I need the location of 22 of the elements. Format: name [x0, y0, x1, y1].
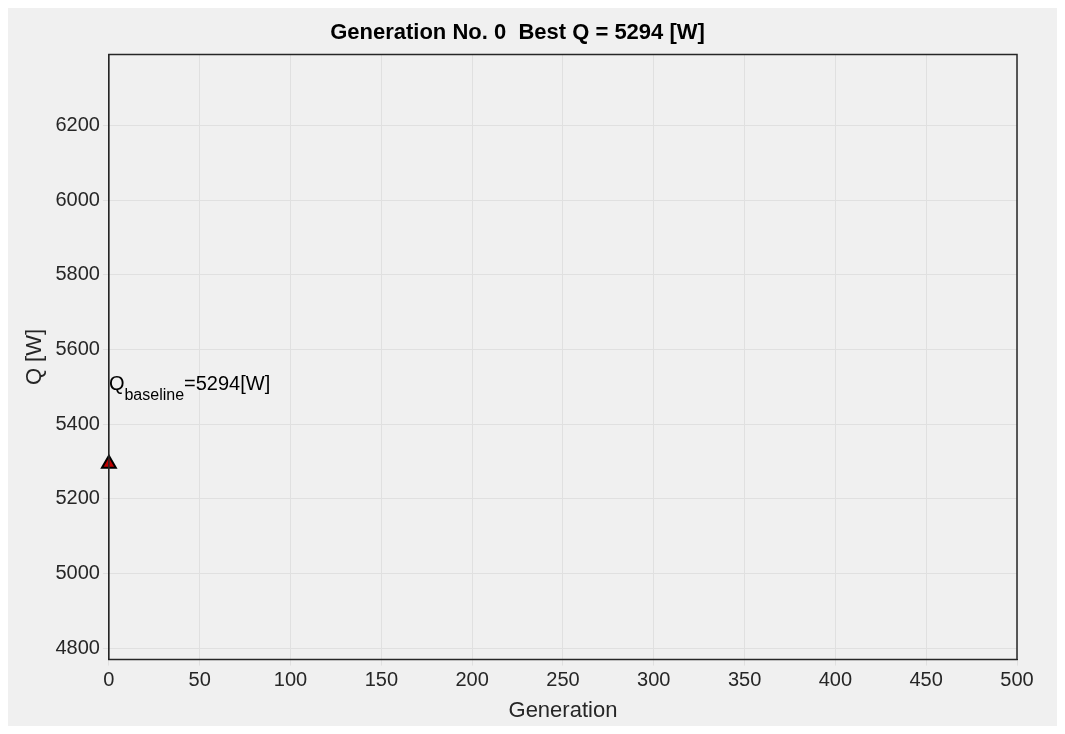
y-tick-label: 5200: [55, 486, 100, 509]
x-tick-label: 250: [546, 668, 580, 691]
x-tick-label: 350: [727, 668, 762, 691]
x-tick-label: 0: [103, 668, 115, 691]
x-tick-label: 300: [637, 668, 671, 691]
y-axis-title: Q [W]: [21, 328, 47, 386]
x-tick-label: 200: [455, 668, 489, 691]
x-tick-label: 450: [909, 668, 943, 691]
x-axis-title: Generation: [508, 696, 618, 722]
x-tick-label: 400: [818, 668, 853, 691]
y-tick-label: 5600: [55, 337, 100, 360]
x-tick-label: 500: [1000, 668, 1034, 691]
y-tick-label: 6200: [55, 112, 100, 135]
y-tick-label: 5800: [55, 262, 100, 285]
y-tick-label: 5000: [55, 561, 100, 584]
chart-title: Generation No. 0 Best Q = 5294 [W]: [330, 19, 705, 45]
x-tick-label: 50: [188, 668, 211, 691]
x-tick-label: 150: [364, 668, 399, 691]
x-tick-label: 100: [273, 668, 308, 691]
y-tick-label: 5400: [55, 411, 100, 434]
y-tick-label: 6000: [55, 187, 100, 210]
y-tick-label: 4800: [55, 635, 100, 658]
